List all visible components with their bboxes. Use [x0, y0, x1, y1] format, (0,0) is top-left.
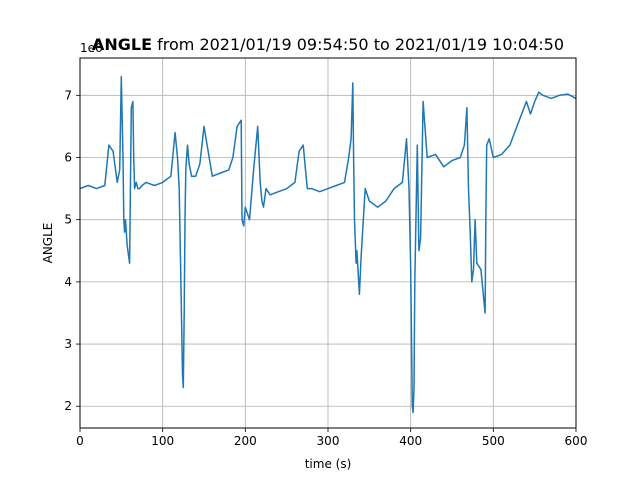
y-tick-label: 5	[64, 213, 72, 227]
y-tick-label: 7	[64, 88, 72, 102]
x-tick-label: 300	[317, 434, 340, 448]
y-tick-label: 4	[64, 275, 72, 289]
y-tick-label: 6	[64, 150, 72, 164]
y-tick-label: 2	[64, 399, 72, 413]
chart-title-bold: ANGLE	[92, 35, 152, 54]
x-tick-label: 500	[482, 434, 505, 448]
x-tick-label: 400	[399, 434, 422, 448]
y-axis-label: ANGLE	[41, 223, 55, 264]
axis-ticks: 0 100 200 300 400 500 600 2 3 4 5 6 7	[64, 88, 587, 448]
chart-title-rest: from 2021/01/19 09:54:50 to 2021/01/19 1…	[152, 35, 564, 54]
y-tick-label: 3	[64, 337, 72, 351]
x-axis-label: time (s)	[305, 457, 352, 471]
series-line	[79, 75, 577, 414]
series-group	[79, 75, 577, 414]
x-tick-label: 200	[234, 434, 257, 448]
y-offset-label: 1e6	[80, 41, 103, 55]
x-tick-label: 600	[565, 434, 588, 448]
x-tick-label: 100	[151, 434, 174, 448]
chart-title: ANGLE from 2021/01/19 09:54:50 to 2021/0…	[92, 35, 564, 54]
x-tick-label: 0	[76, 434, 84, 448]
